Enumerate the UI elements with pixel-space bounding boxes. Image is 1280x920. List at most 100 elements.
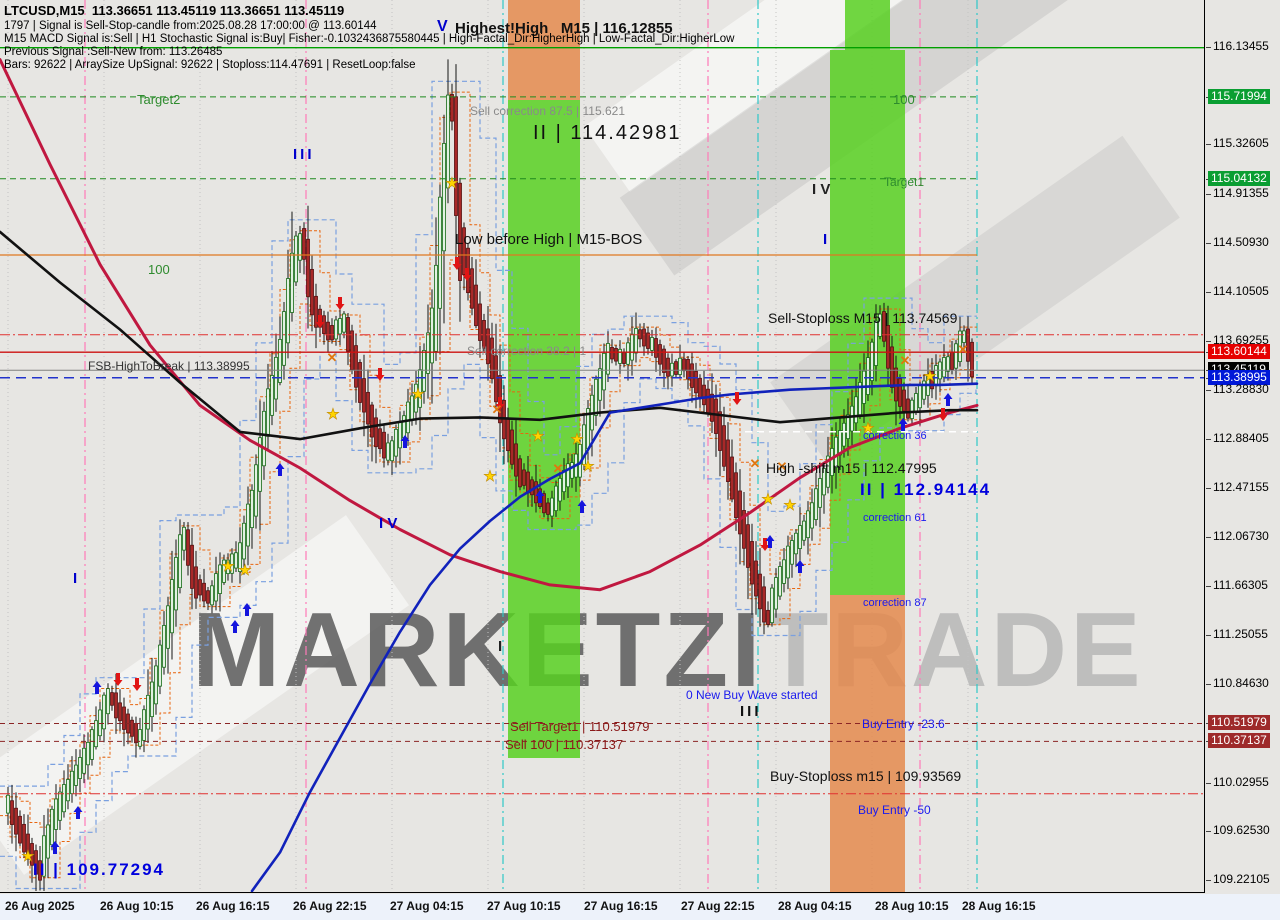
cross-icon: ✕: [958, 342, 969, 357]
buy-arrow-icon: [275, 463, 285, 476]
price-tick: [1206, 194, 1211, 195]
buy-arrow-icon: [535, 490, 545, 503]
star-icon: ★: [411, 386, 424, 403]
star-icon: ★: [783, 497, 796, 514]
signal-zone-band: [830, 595, 905, 893]
price-tick: [1206, 880, 1211, 881]
channel-line: [0, 91, 977, 828]
cross-icon: ✕: [900, 353, 911, 368]
star-icon: ★: [326, 406, 339, 423]
signal-zone-band: [845, 0, 890, 50]
time-axis[interactable]: 26 Aug 2025 26 Aug 10:15 26 Aug 16:15 26 Au…: [0, 894, 1280, 920]
star-icon: ★: [221, 558, 234, 575]
ma-slow-crimson: [0, 58, 979, 592]
buy-arrow-icon: [73, 806, 83, 819]
star-icon: ★: [483, 468, 496, 485]
price-chart-canvas[interactable]: ★★ ★★★★★★ ★★★ ★★★✕✕✕ ✕ ✕✕✕: [0, 0, 1205, 893]
sell-arrow-icon: [732, 392, 742, 405]
sell-arrow-icon: [113, 673, 123, 686]
buy-arrow-icon: [898, 418, 908, 431]
price-label: 113.28830: [1213, 382, 1269, 396]
price-tick: [1206, 586, 1211, 587]
sell-arrow-icon: [315, 315, 325, 328]
sell-arrow-icon: [760, 538, 770, 551]
price-label: 112.88405: [1213, 431, 1269, 445]
price-label: 109.22105: [1213, 872, 1270, 886]
star-icon: ★: [761, 491, 774, 508]
price-tick: [1206, 439, 1211, 440]
time-label: 27 Aug 04:15: [390, 899, 464, 913]
price-label: 109.62530: [1213, 823, 1270, 837]
price-tick: [1206, 488, 1211, 489]
buy-arrow-icon: [577, 500, 587, 513]
time-label: 26 Aug 16:15: [196, 899, 270, 913]
price-label: 116.13455: [1213, 39, 1269, 53]
sell-arrow-icon: [335, 297, 345, 310]
star-icon: ★: [861, 420, 874, 437]
sell-arrow-icon: [375, 368, 385, 381]
buy-arrow-icon: [943, 393, 953, 406]
star-icon: ★: [21, 848, 34, 865]
sell-arrow-icon: [452, 257, 462, 270]
cross-icon: ✕: [553, 461, 564, 476]
channel-line: [0, 351, 977, 890]
time-label: 27 Aug 22:15: [681, 899, 755, 913]
price-tick: [1206, 537, 1211, 538]
buy-arrow-icon: [765, 535, 775, 548]
price-tick: [1206, 783, 1211, 784]
ma-mid-black: [0, 230, 979, 441]
cross-icon: ✕: [750, 456, 761, 471]
star-icon: ★: [238, 562, 251, 579]
price-tick: [1206, 243, 1211, 244]
buy-arrow-icon: [230, 620, 240, 633]
star-icon: ★: [581, 458, 594, 475]
cross-icon: ✕: [327, 350, 338, 365]
time-label: 27 Aug 10:15: [487, 899, 561, 913]
price-label-highlighted: 110.37137: [1208, 733, 1270, 748]
price-label: 112.47155: [1213, 480, 1269, 494]
price-label: 110.02955: [1213, 775, 1269, 789]
channel-line: [0, 259, 977, 879]
price-label-highlighted: 113.38995: [1208, 370, 1270, 385]
time-label: 28 Aug 16:15: [962, 899, 1036, 913]
price-label-highlighted: 115.04132: [1208, 171, 1270, 186]
price-tick: [1206, 390, 1211, 391]
buy-arrow-icon: [400, 435, 410, 448]
cross-icon: ✕: [777, 459, 788, 474]
price-tick: [1206, 684, 1211, 685]
price-label-highlighted: 110.51979: [1208, 715, 1270, 730]
price-label-highlighted: 115.71994: [1208, 89, 1270, 104]
sell-arrow-icon: [132, 678, 142, 691]
price-label-highlighted: 113.60144: [1208, 344, 1270, 359]
sell-arrow-icon: [938, 408, 948, 421]
signal-markers: ★★ ★★★★★★ ★★★ ★★★✕✕✕ ✕ ✕✕✕: [21, 175, 969, 866]
time-label: 28 Aug 04:15: [778, 899, 852, 913]
time-label: 27 Aug 16:15: [584, 899, 658, 913]
buy-arrow-icon: [795, 560, 805, 573]
price-label: 111.66305: [1213, 578, 1268, 592]
star-icon: ★: [531, 428, 544, 445]
channel-line: [0, 80, 977, 787]
price-label: 110.84630: [1213, 676, 1269, 690]
star-icon: ★: [445, 175, 458, 192]
price-tick: [1206, 47, 1211, 48]
sell-arrow-icon: [462, 268, 472, 281]
time-label: 26 Aug 10:15: [100, 899, 174, 913]
time-label: 26 Aug 22:15: [293, 899, 367, 913]
time-label: 28 Aug 10:15: [875, 899, 949, 913]
price-tick: [1206, 341, 1211, 342]
sell-arrow-icon: [495, 397, 505, 410]
signal-zone-band: [508, 0, 580, 100]
price-label: 114.50930: [1213, 235, 1269, 249]
chart-plot-area[interactable]: MARKETZITRADE ★ ★ ★ ★ ★ ★ ★ ★ ★ ★ ★ ★ ★ ★ ✕ ✕ ✕ ✕ ✕ ✕ ✕ V Hig…: [0, 0, 1205, 893]
buy-arrow-icon: [242, 603, 252, 616]
star-icon: ★: [570, 431, 583, 448]
price-label: 112.06730: [1213, 529, 1269, 543]
price-label: 114.91355: [1213, 186, 1269, 200]
cross-icon: ✕: [492, 402, 503, 417]
time-label: 26 Aug 2025: [5, 899, 75, 913]
price-axis[interactable]: 116.13455 115.71994 115.32605 115.04132 114.…: [1206, 0, 1280, 893]
price-label: 113.69255: [1213, 333, 1269, 347]
buy-arrow-icon: [92, 681, 102, 694]
